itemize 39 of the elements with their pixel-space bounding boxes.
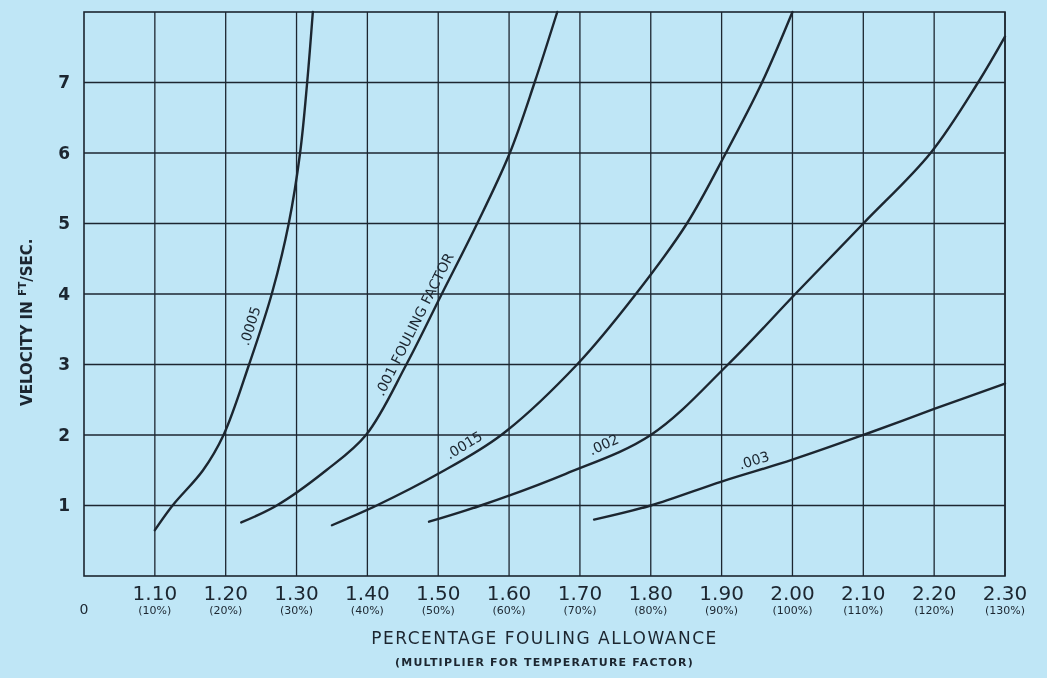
y-tick-label: 2 <box>58 424 70 445</box>
x-tick-label: 1.20 <box>203 581 248 605</box>
x-tick-label: 1.50 <box>415 581 461 605</box>
x2-tick-label: (30%) <box>280 604 314 617</box>
x2-tick-label: (120%) <box>914 604 955 617</box>
x-tick-label: 1.30 <box>274 581 319 605</box>
x2-tick-label: (40%) <box>350 604 384 617</box>
y-tick-label: 3 <box>58 354 70 375</box>
text: .0005 <box>236 304 264 348</box>
x2-tick-label: 0 <box>79 601 89 617</box>
x2-tick-label: (80%) <box>634 604 668 617</box>
x2-tick-label: (10%) <box>138 604 172 617</box>
x-tick-label: 2.00 <box>770 581 815 605</box>
x2-tick-label: (60%) <box>492 604 526 617</box>
x-tick-label: 1.80 <box>628 581 674 605</box>
x2-tick-label: (50%) <box>421 604 455 617</box>
x-tick-label: 2.20 <box>911 581 957 605</box>
x2-tick-label: (100%) <box>772 604 813 617</box>
y-tick-label: 5 <box>58 213 70 234</box>
x-axis-title: PERCENTAGE FOULING ALLOWANCE <box>371 628 718 648</box>
y-tick-label: 4 <box>58 283 71 304</box>
x-tick-label: 2.30 <box>982 581 1028 605</box>
x-tick-label: 1.10 <box>132 581 178 605</box>
y-tick-label: 1 <box>58 495 70 516</box>
x-tick-label: 1.60 <box>486 581 532 605</box>
y-tick-label: 7 <box>58 72 70 93</box>
x-tick-label: 2.10 <box>841 581 886 605</box>
x-tick-label: 1.40 <box>345 581 390 605</box>
x2-tick-label: (90%) <box>705 604 739 617</box>
x2-tick-label: (130%) <box>984 604 1026 617</box>
text: (MULTIPLIER FOR TEMPERATURE FACTOR) <box>395 656 694 669</box>
x-tick-label: 1.70 <box>557 581 603 605</box>
x2-tick-label: (20%) <box>209 604 243 617</box>
x2-tick-label: (70%) <box>563 604 597 617</box>
text: .002 <box>586 430 622 459</box>
x-tick-label: 1.90 <box>699 581 744 605</box>
x2-tick-label: (110%) <box>843 604 884 617</box>
y-tick-label: 6 <box>58 142 70 163</box>
text: .003 <box>736 447 772 473</box>
